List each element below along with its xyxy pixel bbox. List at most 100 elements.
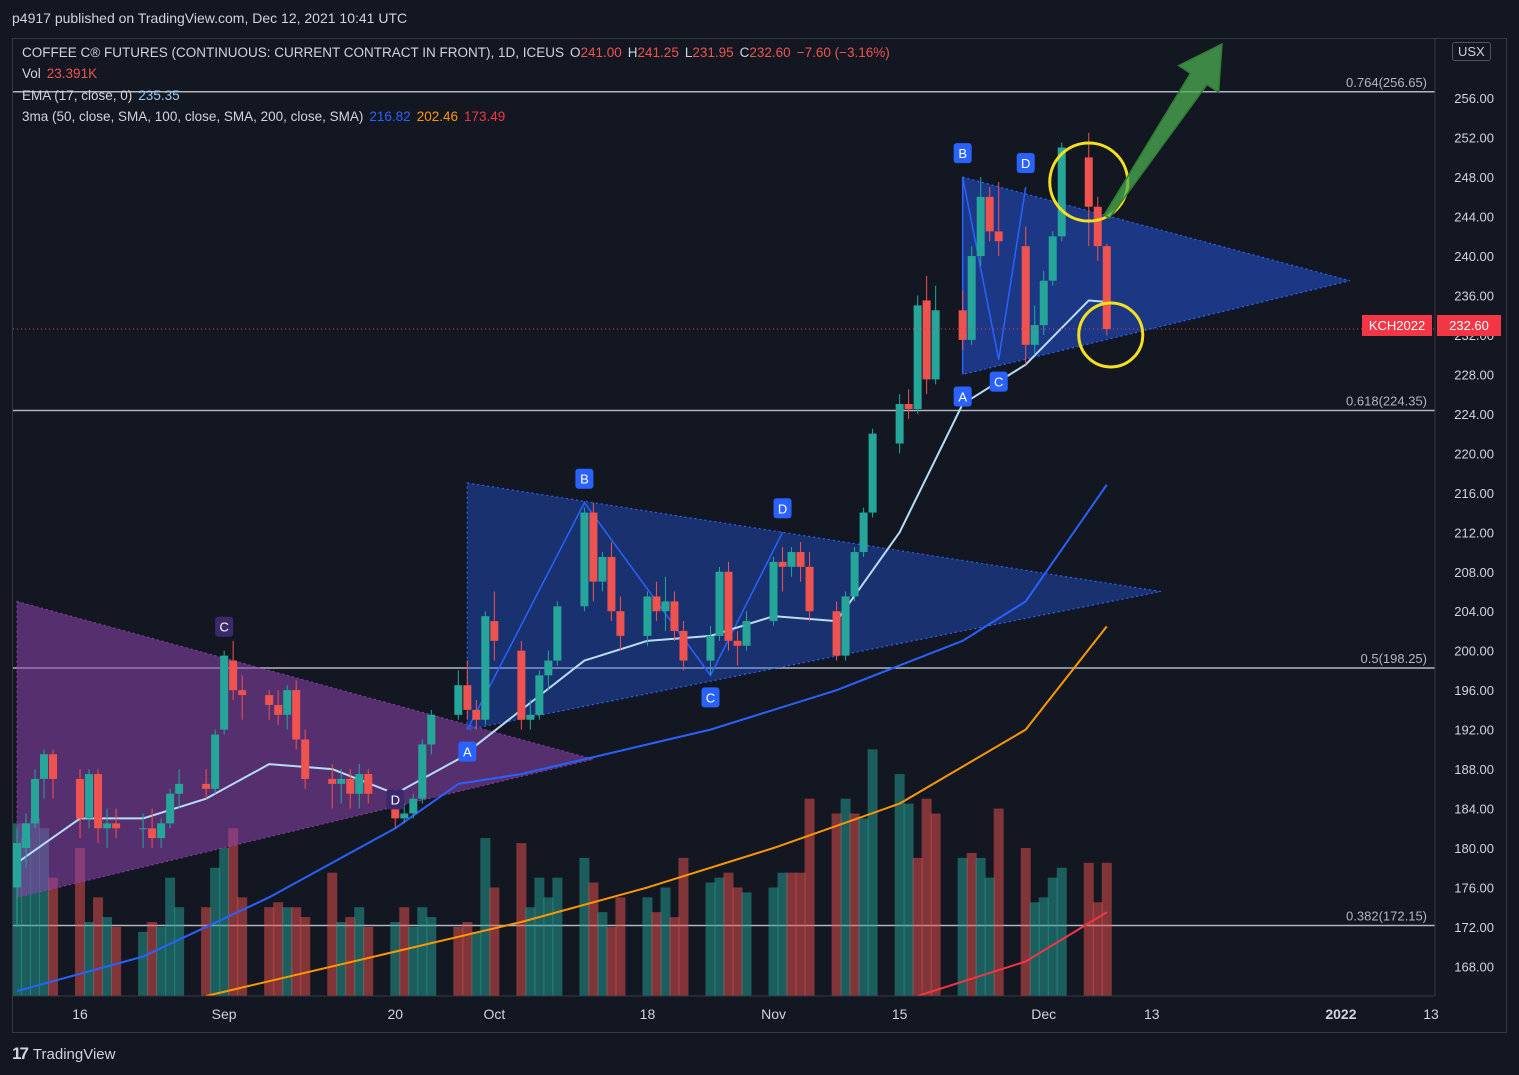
volume-bar [354,907,365,996]
volume-bar [399,907,410,996]
volume-bar [21,838,32,996]
legend-h-value: 241.25 [637,45,679,60]
legend-title: COFFEE C® FUTURES (CONTINUOUS: CURRENT C… [22,45,564,60]
volume-bar [264,907,275,996]
candle-body [976,196,985,257]
candle-body [787,552,796,567]
legend-c-label: C [739,45,750,60]
candle-body [76,778,85,819]
legend-o-value: 241.00 [580,45,622,60]
pattern-label: C [994,375,1003,390]
last-price-badge: 232.60 [1437,315,1501,336]
volume-bar [786,872,797,996]
volume-bar [858,818,869,996]
y-tick-label: 248.00 [1454,170,1494,185]
volume-bar [840,798,851,996]
volume-bar [795,872,806,996]
pattern-label-box [701,687,720,708]
volume-bar [921,798,932,996]
candle-body [31,778,40,824]
candle-body [652,596,661,612]
candle-body [103,823,112,829]
volume-bar [336,922,347,996]
volume-bar [894,774,905,996]
candle-body [778,561,787,567]
volume-bar [615,897,626,996]
pattern-label-box [458,741,477,762]
candle-body [616,611,625,636]
volume-bar [678,857,689,996]
candle-body [841,596,850,656]
volume-bar [651,912,662,996]
y-tick-label: 256.00 [1454,91,1494,106]
legend-main: COFFEE C® FUTURES (CONTINUOUS: CURRENT C… [22,45,896,60]
volume-bar [957,857,968,996]
x-tick-label: Sep [212,1006,237,1022]
volume-bar [30,818,41,996]
volume-bar [84,922,95,996]
abcd-zigzag-line [466,501,784,730]
candle-body [454,685,463,715]
volume-bar [777,872,788,996]
y-tick-label: 224.00 [1454,407,1494,422]
y-tick-label: 184.00 [1454,802,1494,817]
volume-bar [165,877,176,996]
candle-body [481,616,490,720]
volume-bar [237,897,248,996]
volume-bar [732,887,743,996]
candle-body [274,704,283,715]
candle-body [1102,246,1111,330]
candle-body [355,774,364,794]
candle-body [1057,147,1066,237]
candle-body [238,690,247,696]
currency-button[interactable]: USX [1452,42,1491,61]
legend-ema-value: 235.35 [138,88,180,103]
candle-body [895,404,904,444]
y-tick-label: 192.00 [1454,723,1494,738]
candle-body [1093,206,1102,247]
candle-body [850,552,859,597]
pattern-label: D [1021,156,1030,171]
y-tick-label: 220.00 [1454,446,1494,461]
candle-body [364,774,373,794]
pattern-label: C [706,690,715,705]
volume-bar [210,867,221,996]
candle-body [724,571,733,641]
volume-bar [912,857,923,996]
y-tick-label: 244.00 [1454,210,1494,225]
legend-ma100-value: 202.46 [416,109,458,124]
legend-c-value: 232.60 [749,45,791,60]
pattern-label: D [391,792,400,807]
candle-body [589,512,598,582]
legend-ema-label: EMA (17, close, 0) [22,88,133,103]
legend-o-label: O [569,45,581,60]
volume-bar [1029,902,1040,996]
footer-brand[interactable]: 17 TradingView [12,1044,115,1064]
pattern-label-box [386,789,405,810]
legend-change: −7.60 (−3.16%) [796,45,890,60]
x-tick-label: 2022 [1325,1006,1356,1022]
candle-body [535,675,544,715]
candle-body [553,606,562,661]
candle-body [517,650,526,720]
x-tick-label: 13 [1423,1006,1439,1022]
candle-body [94,774,103,829]
volume-bar [1038,897,1049,996]
volume-bar [975,857,986,996]
volume-bar [1056,867,1067,996]
volume-bar [741,892,752,996]
volume-bar [48,877,59,996]
x-tick-label: 20 [387,1006,403,1022]
volume-bar [930,813,941,996]
volume-bar [300,917,311,996]
candle-body [85,774,94,819]
volume-bar [282,907,293,996]
volume-bar [1047,877,1058,996]
volume-bar [462,922,473,996]
candle-body [868,433,877,513]
volume-bar [1092,902,1103,996]
candle-body [1030,325,1039,345]
pattern-label-box [773,498,792,519]
legend-ma50-value: 216.82 [369,109,411,124]
